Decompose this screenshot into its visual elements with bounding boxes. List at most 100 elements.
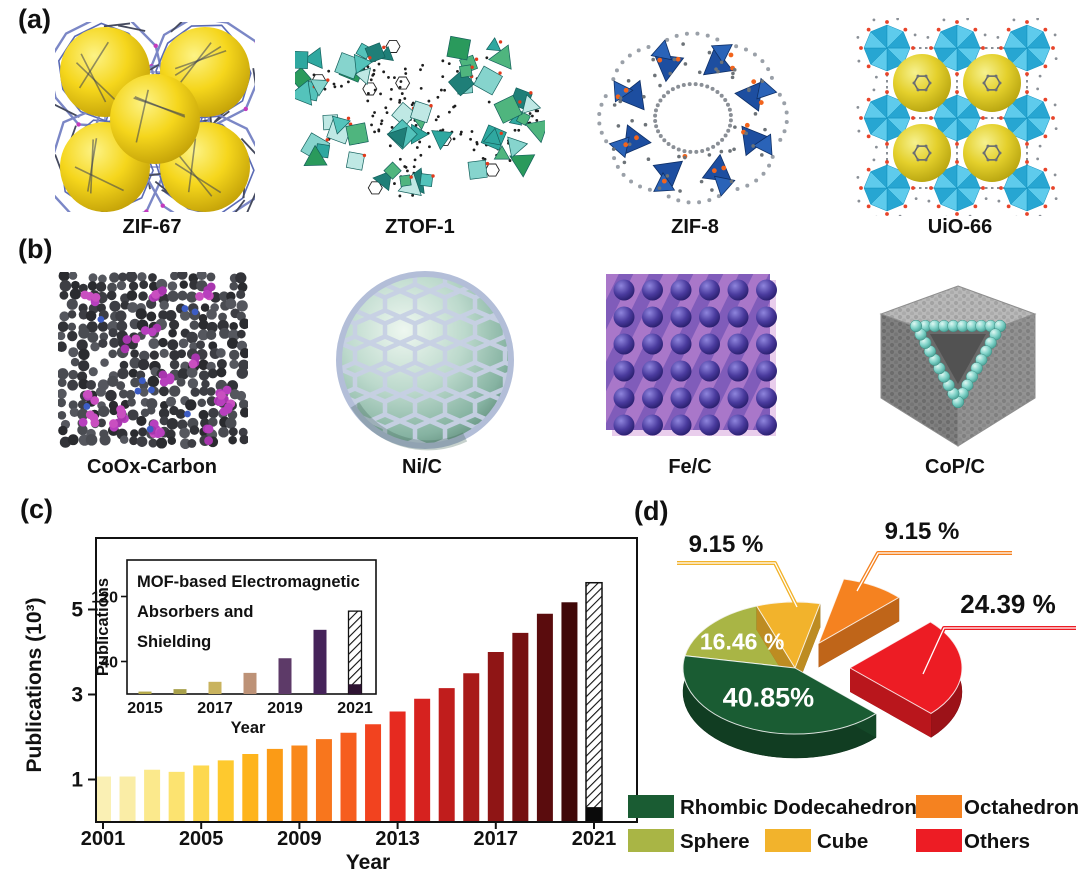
bar-2018 xyxy=(512,632,529,822)
svg-text:2017: 2017 xyxy=(474,828,519,850)
bar-2020 xyxy=(561,602,578,822)
inset-title-line: Shielding xyxy=(137,633,211,651)
axes-box xyxy=(95,537,638,823)
fe-c-structure-image xyxy=(606,274,777,436)
bar-2008 xyxy=(266,748,283,822)
pie-label-sphere: 16.46 % xyxy=(700,628,784,654)
morphology-pie-chart: 40.85% 16.46 % 9.15 % 9.15 % 24.39 % Rhombic … xyxy=(628,518,1079,853)
legend-item-others: Others xyxy=(916,829,1030,853)
bar-2015 xyxy=(438,688,455,822)
pie-label-octahedron: 9.15 % xyxy=(885,518,960,545)
inset-title-line: Absorbers and xyxy=(137,603,253,621)
bar-2017 xyxy=(487,652,504,822)
pie-label-cube: 9.15 % xyxy=(689,531,764,558)
inset-title-line: MOF-based Electromagnetic xyxy=(137,573,360,591)
zif-67-structure-image xyxy=(55,22,255,212)
pie-slice-octahedron xyxy=(817,578,900,668)
y-axis-label: Publications (10³) xyxy=(23,597,46,772)
legend-label: Rhombic Dodecahedron xyxy=(680,796,917,819)
ztof-1-structure-image xyxy=(295,20,545,216)
legend-label: Sphere xyxy=(680,830,750,853)
svg-text:2005: 2005 xyxy=(179,828,224,850)
inset-bar-2019 xyxy=(278,658,292,694)
inset-bar-2020 xyxy=(313,629,327,694)
legend-label: Cube xyxy=(817,830,868,853)
structure-caption: ZIF-8 xyxy=(671,216,719,238)
svg-text:2021: 2021 xyxy=(337,700,373,717)
svg-text:2001: 2001 xyxy=(81,828,126,850)
legend-swatch xyxy=(916,795,962,818)
legend-item-octahedron: Octahedron xyxy=(916,795,1079,819)
svg-text:1: 1 xyxy=(71,769,83,792)
legend-item-cube: Cube xyxy=(765,829,868,853)
legend-label: Others xyxy=(964,830,1030,853)
bar-2003 xyxy=(144,769,161,822)
coox-carbon-structure-image xyxy=(58,272,248,450)
bar-2007 xyxy=(242,754,259,822)
structure-caption: ZTOF-1 xyxy=(385,216,455,238)
inset-box xyxy=(126,559,377,695)
panel-c-letter: (c) xyxy=(20,494,53,524)
structure-caption: Ni/C xyxy=(402,456,442,478)
structure-caption: ZIF-67 xyxy=(122,216,182,238)
bar-2010 xyxy=(315,739,332,822)
pie-slice-cube xyxy=(755,601,821,692)
bar-2013 xyxy=(389,711,406,822)
pie-label-rhombic-dodecahedron: 40.85% xyxy=(723,683,815,713)
svg-text:2013: 2013 xyxy=(375,828,420,850)
bar-2001 xyxy=(95,776,111,822)
svg-text:2019: 2019 xyxy=(267,700,303,717)
inset-bar-2018 xyxy=(243,672,257,694)
structure-caption: UiO-66 xyxy=(927,216,993,238)
inset-bar-2021 xyxy=(347,610,363,695)
bar-2006 xyxy=(217,760,234,822)
svg-text:2015: 2015 xyxy=(127,700,163,717)
bar-2016 xyxy=(463,673,480,822)
legend-swatch xyxy=(765,829,811,852)
pie-label-others: 24.39 % xyxy=(960,589,1055,619)
cop-c-structure-image xyxy=(879,285,1037,447)
bar-2011 xyxy=(340,732,357,822)
svg-text:2009: 2009 xyxy=(277,828,322,850)
x-axis-label: Year xyxy=(346,851,390,874)
legend-item-sphere: Sphere xyxy=(628,829,750,853)
bar-2004 xyxy=(168,771,185,822)
structure-caption: CoP/C xyxy=(925,456,985,478)
inset-x-axis-label: Year xyxy=(231,719,266,737)
structure-caption: CoOx-Carbon xyxy=(87,456,217,478)
panel-b-letter: (b) xyxy=(18,234,53,264)
inset-y-axis-label: Publications xyxy=(94,578,112,676)
bar-2005 xyxy=(193,765,210,822)
inset-bar-2017 xyxy=(208,681,222,694)
legend-item-rhombic-dodecahedron: Rhombic Dodecahedron xyxy=(628,795,917,819)
zif-8-structure-image xyxy=(585,18,805,216)
structure-caption: Fe/C xyxy=(668,456,712,478)
pie-slice-rhombic-dodecahedron xyxy=(682,655,877,759)
pie-leader-octahedron xyxy=(855,551,1012,592)
bar-2012 xyxy=(365,724,382,822)
svg-text:2021: 2021 xyxy=(572,828,617,850)
svg-text:40: 40 xyxy=(100,655,118,672)
bar-2009 xyxy=(291,745,308,822)
legend-swatch xyxy=(916,829,962,852)
svg-text:3: 3 xyxy=(71,684,83,707)
svg-text:120: 120 xyxy=(91,590,118,607)
bar-2021 xyxy=(585,581,603,823)
bar-2021-solid-part xyxy=(586,807,602,822)
panel-d-letter: (d) xyxy=(634,496,669,526)
pie-slice-others xyxy=(848,621,963,738)
bar-2002 xyxy=(119,776,136,822)
legend-swatch xyxy=(628,795,674,818)
bar-2014 xyxy=(414,698,431,822)
bar-2019 xyxy=(536,613,553,822)
legend-label: Octahedron xyxy=(964,796,1079,819)
legend-swatch xyxy=(628,829,674,852)
publications-bar-chart: 1 3 5 2001 2005 2009 2013 2017 2021 Year Publicati… xyxy=(23,537,638,874)
svg-text:2017: 2017 xyxy=(197,700,233,717)
panel-a-letter: (a) xyxy=(18,4,51,34)
svg-text:5: 5 xyxy=(71,599,83,622)
ni-c-structure-image xyxy=(336,271,514,451)
uio-66-structure-image xyxy=(852,18,1062,216)
inset-bar-2015 xyxy=(138,691,152,694)
